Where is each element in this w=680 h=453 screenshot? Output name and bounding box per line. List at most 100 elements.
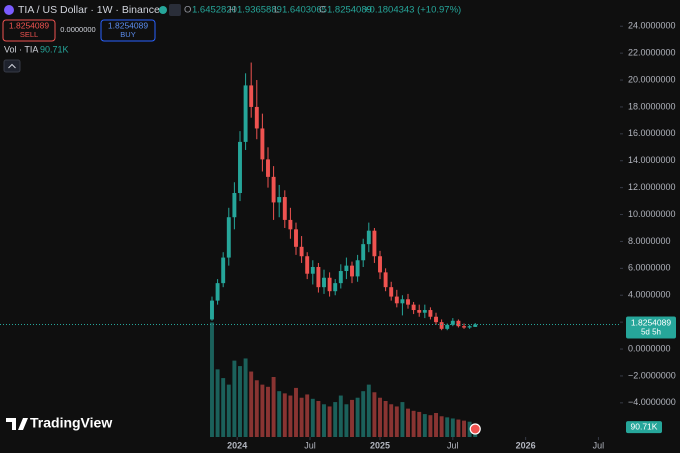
- y-tick-label: 16.0000000: [628, 128, 676, 138]
- volume-bar: [355, 397, 360, 437]
- volume-bar: [439, 416, 444, 437]
- x-tick-label: 2026: [516, 440, 536, 450]
- y-tick-label: 12.0000000: [628, 182, 676, 192]
- x-tick-label: Jul: [304, 440, 316, 450]
- y-tick-label: −4.0000000: [628, 397, 676, 407]
- volume-bar: [282, 393, 287, 437]
- candle-body: [210, 300, 214, 320]
- candle-body: [254, 106, 259, 129]
- volume-bar: [361, 391, 366, 437]
- volume-bar: [394, 406, 399, 437]
- candle-body: [338, 271, 343, 284]
- price-badge-value: 1.8254089: [631, 318, 671, 328]
- candle-body: [406, 299, 410, 305]
- volume-bar: [316, 401, 321, 437]
- candle-body: [215, 283, 220, 301]
- candle-body: [467, 326, 472, 328]
- y-tick-label: 20.0000000: [628, 74, 676, 84]
- volume-bar: [467, 421, 472, 437]
- volume-legend-value: 90.71K: [40, 44, 69, 54]
- volume-bar: [411, 410, 416, 437]
- y-tick-label: 10.0000000: [628, 209, 676, 219]
- volume-bar: [445, 417, 450, 437]
- volume-bar: [305, 394, 310, 437]
- volume-bar: [389, 404, 394, 437]
- volume-bar: [299, 397, 304, 437]
- candle-body: [400, 299, 405, 304]
- y-tick-label: 18.0000000: [628, 101, 676, 111]
- x-tick-label: 2025: [370, 440, 390, 450]
- ohlc-key: O: [184, 5, 191, 16]
- ohlc-value: 1.6403065: [282, 5, 327, 16]
- candle-body: [383, 272, 388, 288]
- volume-bar: [249, 371, 254, 437]
- change: +0.1804343 (+10.97%): [364, 5, 461, 16]
- candle-body: [434, 316, 438, 323]
- y-tick-label: 24.0000000: [628, 21, 676, 31]
- candle-body: [249, 85, 254, 107]
- candle-body: [361, 244, 366, 261]
- candle-body: [422, 310, 427, 313]
- volume-bar: [350, 399, 354, 437]
- volume-bar: [288, 395, 293, 437]
- candle-body: [411, 304, 416, 311]
- volume-bar: [322, 404, 326, 437]
- volume-bar: [462, 420, 466, 437]
- candle-body: [333, 283, 338, 292]
- volume-bar: [366, 384, 371, 437]
- symbol-icon: [4, 5, 14, 15]
- volume-bar: [372, 392, 377, 437]
- volume-bar: [434, 413, 438, 437]
- candle-body: [350, 265, 354, 277]
- sell-price: 1.8254089: [9, 20, 49, 30]
- candle-body: [221, 257, 226, 284]
- sell-button[interactable]: [2, 19, 56, 42]
- candle-body: [271, 176, 276, 203]
- price-badge-countdown: 5d 5h: [641, 328, 661, 337]
- y-tick-label: 14.0000000: [628, 155, 676, 165]
- indicator-button[interactable]: [169, 4, 181, 16]
- candle-body: [473, 324, 478, 327]
- ohlc-value: 1.8254089: [327, 5, 372, 16]
- candle-body: [439, 322, 444, 329]
- volume-bar: [450, 418, 455, 437]
- ohlc-key: H: [229, 5, 236, 16]
- candle-body: [344, 265, 349, 272]
- candle-body: [310, 266, 315, 274]
- brand-logo: [6, 418, 28, 430]
- ohlc-key: C: [319, 5, 326, 16]
- x-tick-label: 2024: [227, 440, 247, 450]
- volume-bar: [226, 384, 231, 437]
- candle-body: [372, 230, 377, 257]
- buy-button[interactable]: [100, 19, 156, 42]
- x-tick-label: Jul: [447, 440, 459, 450]
- volume-bar: [232, 360, 237, 437]
- collapse-button[interactable]: [3, 59, 21, 73]
- collapse-icon: [8, 63, 16, 69]
- volume-bar: [310, 398, 315, 437]
- volume-bar: [378, 397, 382, 437]
- symbol-title: TIA / US Dollar · 1W · Binance: [18, 4, 160, 16]
- volume-bar: [327, 406, 332, 437]
- ohlc-value: 1.9365889: [237, 5, 282, 16]
- candle-body: [355, 260, 360, 277]
- volume-badge: [626, 421, 662, 434]
- candle-body: [322, 277, 326, 288]
- volume-badge-value: 90.71K: [631, 421, 658, 431]
- y-tick-label: −2.0000000: [628, 370, 676, 380]
- volume-bar: [294, 387, 298, 437]
- sell-label: SELL: [20, 30, 38, 39]
- candle-body: [462, 326, 466, 328]
- volume-bar: [400, 402, 405, 437]
- candle-body: [417, 310, 422, 313]
- ohlc-key: L: [274, 5, 279, 16]
- candle-body: [243, 85, 248, 142]
- candle-body: [305, 256, 310, 274]
- volume-bar: [456, 419, 461, 437]
- candle-body: [428, 310, 433, 317]
- y-tick-label: 4.0000000: [628, 290, 671, 300]
- volume-bar: [254, 380, 259, 437]
- candle-body: [226, 217, 231, 258]
